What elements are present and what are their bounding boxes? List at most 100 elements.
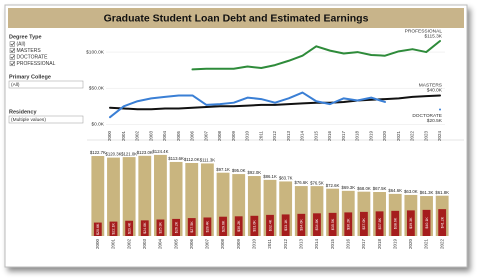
y-tick-label: $100.0K: [86, 49, 105, 55]
bar: [140, 220, 149, 236]
bar-label: $39.3K: [409, 217, 413, 229]
x-tick-label: 2012: [272, 131, 277, 142]
bar-label: $72.6K: [326, 183, 340, 188]
x-tick-label: 2017: [341, 131, 346, 142]
x-tick-label: 2004: [158, 239, 163, 250]
checkbox[interactable]: [9, 60, 15, 67]
x-tick-label: 2010: [245, 131, 250, 142]
title-bar: [8, 8, 464, 28]
series-name: MASTERS: [419, 83, 442, 89]
bar-label: $69.3K: [341, 185, 355, 190]
x-tick-label: 2006: [189, 239, 194, 250]
bar-label: $35.5K: [331, 218, 335, 230]
x-tick-label: 2018: [377, 239, 382, 250]
bar-label: $34.8K: [315, 218, 319, 230]
filter-label: Primary College: [9, 74, 51, 80]
filter-option[interactable]: DOCTORATE: [17, 54, 49, 60]
x-tick-label: 2011: [267, 239, 272, 249]
series-line: [109, 94, 441, 111]
x-tick-label: 2013: [286, 131, 291, 142]
checkbox[interactable]: [9, 54, 15, 60]
bar: [109, 221, 118, 236]
bar: [281, 214, 290, 236]
x-tick-label: 2016: [345, 239, 350, 250]
x-tick-label: 2015: [313, 131, 318, 142]
x-tick-label: 2023: [423, 131, 428, 142]
bar-label: $25.3K: [159, 221, 163, 233]
x-tick-label: 2009: [231, 131, 236, 142]
bar: [219, 216, 227, 236]
x-tick-label: 2000: [107, 131, 112, 142]
bar: [93, 222, 102, 236]
bar: [250, 215, 259, 236]
x-tick-label: 2014: [300, 131, 305, 142]
x-tick-label: 2019: [392, 239, 397, 250]
bar: [391, 210, 400, 236]
bar-label: $124.4K: [152, 149, 168, 154]
bar: [297, 213, 306, 236]
dropdown[interactable]: [8, 80, 84, 89]
bar-label: $121.0K: [121, 151, 137, 156]
checkbox[interactable]: [9, 47, 15, 54]
bar-label: $30.2K: [237, 220, 241, 232]
bar: [234, 216, 243, 236]
filter-option[interactable]: MASTERS: [17, 48, 42, 54]
x-tick-label: 2007: [205, 239, 210, 250]
x-tick-label: 2017: [361, 239, 366, 250]
filter-label: Residency: [9, 109, 37, 115]
bar: [138, 155, 152, 236]
filter-option[interactable]: PROFESSIONAL: [17, 61, 56, 67]
x-tick-label: 2014: [314, 239, 319, 250]
bar-label: $31.0K: [253, 220, 257, 232]
end-label: $40.0K: [427, 88, 443, 94]
bar-label: $34.0K: [300, 219, 304, 231]
check-mark: [10, 48, 15, 53]
x-tick-label: 2004: [162, 131, 167, 142]
x-tick-label: 2005: [176, 131, 181, 142]
bar-label: $92.0K: [248, 170, 262, 175]
x-tick-label: 2018: [355, 131, 360, 142]
bar: [375, 211, 384, 236]
bar: [422, 209, 431, 236]
series-line: [191, 40, 441, 71]
end-label: $115.3K: [424, 33, 442, 39]
bar-label: $112.0K: [184, 157, 200, 162]
bar-label: $86.1K: [263, 174, 277, 179]
dropdown-value[interactable]: (All): [11, 82, 20, 88]
dropdown[interactable]: [8, 115, 84, 124]
x-tick-label: 2008: [217, 131, 222, 142]
bar-label: $64.6K: [388, 188, 402, 193]
x-tick-label: 2009: [236, 239, 241, 250]
x-tick-label: 2021: [396, 131, 401, 142]
series-line: [109, 91, 441, 119]
check-mark: [10, 61, 15, 66]
check-mark: [10, 42, 15, 46]
filter-option[interactable]: (All): [17, 41, 26, 47]
bar-label: $20.6K: [96, 223, 100, 235]
end-label: $20.5K: [427, 118, 443, 124]
x-tick-label: 2001: [121, 131, 126, 142]
bar-label: $36.2K: [347, 218, 351, 230]
x-tick-label: 2019: [368, 131, 373, 142]
bar-label: $83.7K: [279, 176, 293, 181]
bar-label: $41.2K: [440, 216, 444, 228]
x-tick-label: 2020: [382, 131, 387, 142]
bar-label: $76.6K: [294, 180, 308, 185]
x-tick-label: 2012: [283, 239, 288, 250]
dashboard-title: Graduate Student Loan Debt and Estimated…: [104, 12, 369, 24]
series-name: DOCTORATE: [412, 113, 442, 119]
bar-label: $38.6K: [393, 217, 397, 229]
checkbox[interactable]: [9, 41, 15, 47]
y-tick-label: $0.0K: [91, 122, 104, 128]
bar-label: $123.0K: [137, 150, 153, 155]
x-tick-label: 2005: [173, 239, 178, 250]
x-tick-label: 2010: [252, 239, 257, 250]
x-tick-label: 2011: [258, 131, 263, 141]
dropdown-value[interactable]: (Multiple values): [11, 117, 46, 123]
bar-label: $122.7K: [90, 150, 106, 155]
bar-label: $120.3K: [105, 152, 121, 157]
filter-label: Degree Type: [9, 34, 42, 40]
bar-label: $67.5K: [373, 186, 387, 191]
bar: [169, 161, 183, 236]
bar-label: $37.0K: [362, 218, 366, 230]
